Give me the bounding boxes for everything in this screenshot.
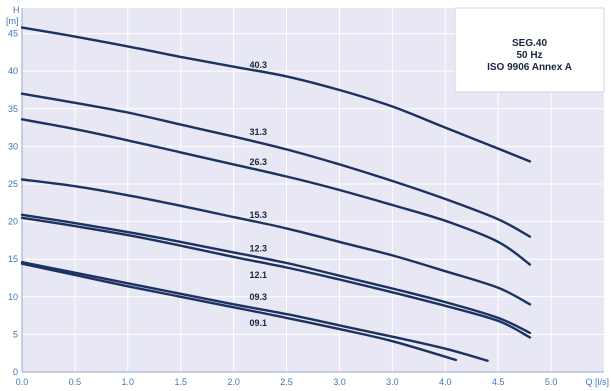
x-tick-label: 0.5 [69,377,82,387]
curve-12.1 [20,216,532,339]
curve-09.3 [20,261,489,362]
axes: 0.0 0.5 1.0 1.5 2.0 2.5 3.0 3.0 4.0 4.5 5.0 0 5 10 15 2… [8,8,604,387]
curve-label-12.1: 12.1 [250,270,268,280]
curve-09.1 [20,262,458,362]
curve-labels: 40.3 31.3 26.3 15.3 12.3 12.1 09.3 09.1 [250,60,268,328]
x-axis-title: Q [l/s] [585,377,609,387]
legend-standard: ISO 9906 Annex A [487,62,572,73]
y-tick-label: 40 [8,66,18,76]
y-tick-label: 25 [8,179,18,189]
y-tick-label: 30 [8,141,18,151]
y-tick-label: 0 [13,367,18,377]
curve-26.3 [20,118,532,266]
legend-model: SEG.40 [512,38,547,49]
curve-label-15.3: 15.3 [250,210,268,220]
y-tick-label: 20 [8,217,18,227]
curve-label-26.3: 26.3 [250,157,268,167]
legend-box-frame [454,7,605,93]
x-tick-label: 5.0 [545,377,558,387]
x-tick-label: 3.0 [386,377,399,387]
legend-box: SEG.40 50 Hz ISO 9906 Annex A [454,7,605,93]
curve-31.3 [20,92,532,238]
curve-label-31.3: 31.3 [250,127,268,137]
y-axis-title-h: H [13,5,20,15]
y-axis-title-unit: [m] [6,16,19,26]
x-tick-label: 2.0 [227,377,240,387]
x-tick-label: 1.5 [174,377,187,387]
legend-frequency: 50 Hz [516,50,542,61]
x-tick-label: 3.0 [333,377,346,387]
x-tick-label: 4.0 [439,377,452,387]
curve-label-09.1: 09.1 [250,318,268,328]
x-tick-label: 1.0 [122,377,135,387]
curve-12.3 [20,213,532,335]
x-tick-label: 4.5 [492,377,505,387]
performance-curves [20,26,532,362]
y-tick-label: 35 [8,104,18,114]
curve-label-40.3: 40.3 [250,60,268,70]
y-tick-label: 10 [8,292,18,302]
x-tick-label: 2.5 [280,377,293,387]
y-tick-label: 15 [8,254,18,264]
curve-15.3 [20,178,532,306]
curve-40.3 [20,26,532,163]
curve-label-09.3: 09.3 [250,292,268,302]
y-tick-label: 45 [8,29,18,39]
x-tick-label: 0.0 [16,377,29,387]
curve-label-12.3: 12.3 [250,244,268,254]
y-tick-label: 5 [13,329,18,339]
